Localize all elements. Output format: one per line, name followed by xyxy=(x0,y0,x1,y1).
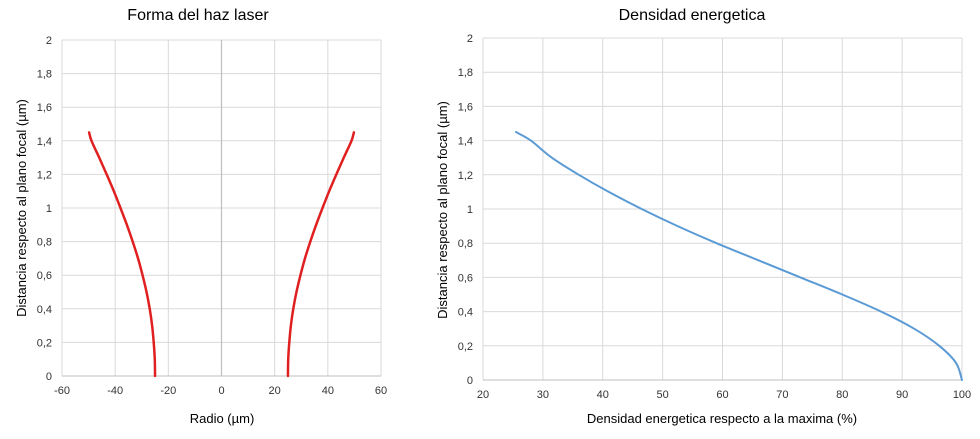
x-tick-label: -60 xyxy=(54,385,70,397)
x-tick-label: 50 xyxy=(657,389,669,401)
series-line-2 xyxy=(286,131,356,378)
x-tick-label: 60 xyxy=(375,385,387,397)
chart-energy-density: Densidad energetica 20 30 40 50 60 70 80 90 1000… xyxy=(435,7,971,426)
x-tick-label: -20 xyxy=(160,385,176,397)
chart-2-series xyxy=(514,131,963,381)
y-tick-label: 2 xyxy=(46,35,52,47)
chart-1-grid xyxy=(61,39,382,377)
x-tick-label: 20 xyxy=(269,385,281,397)
y-tick-label: 1,6 xyxy=(37,102,52,114)
chart-1-ticks: -60 -40 -20 0 20 40 60 0 0,2 0,4 0,6 0,8 1 1,2 1,4 1,6 1… xyxy=(37,35,387,397)
x-tick-label: 100 xyxy=(953,389,971,401)
y-tick-label: 0,4 xyxy=(458,307,473,319)
y-tick-label: 0,2 xyxy=(37,337,52,349)
chart-2-grid xyxy=(482,37,963,381)
x-tick-label: -40 xyxy=(107,385,123,397)
chart-1-x-axis-title: Radio (µm) xyxy=(190,411,255,426)
y-tick-label: 1 xyxy=(46,203,52,215)
y-tick-label: 1,2 xyxy=(458,170,473,182)
y-tick-label: 0,2 xyxy=(458,341,473,353)
x-tick-label: 20 xyxy=(477,389,489,401)
y-tick-label: 1,6 xyxy=(458,101,473,113)
x-tick-label: 70 xyxy=(776,389,788,401)
chart-2-y-axis-title: Distancia respecto al plano focal (µm) xyxy=(435,101,450,319)
y-tick-label: 1,8 xyxy=(37,69,52,81)
y-tick-label: 0,4 xyxy=(37,304,52,316)
chart-beam-shape: Forma del haz laser -60 -40 -20 0 20 40 60 0 0,2… xyxy=(14,7,387,426)
x-tick-label: 40 xyxy=(322,385,334,397)
y-tick-label: 0,6 xyxy=(37,270,52,282)
chart-2-x-axis-title: Densidad energetica respecto a la maxima… xyxy=(587,411,857,426)
y-tick-label: 1,4 xyxy=(458,136,473,148)
x-tick-label: 60 xyxy=(716,389,728,401)
chart-1-title: Forma del haz laser xyxy=(127,7,269,24)
chart-1-y-axis-title: Distancia respecto al plano focal (µm) xyxy=(14,99,29,317)
x-tick-label: 30 xyxy=(537,389,549,401)
y-tick-label: 1 xyxy=(467,204,473,216)
y-tick-label: 1,4 xyxy=(37,136,52,148)
y-tick-label: 0,8 xyxy=(37,237,52,249)
x-tick-label: 40 xyxy=(597,389,609,401)
y-tick-label: 1,8 xyxy=(458,67,473,79)
chart-2-ticks: 20 30 40 50 60 70 80 90 100 0 0,2 0,4 0,6 0,8 1 1,2 1,4 1… xyxy=(458,33,971,401)
y-tick-label: 1,2 xyxy=(37,169,52,181)
x-tick-label: 0 xyxy=(218,385,224,397)
y-tick-label: 0 xyxy=(46,371,52,383)
y-tick-label: 2 xyxy=(467,33,473,45)
y-tick-label: 0 xyxy=(467,375,473,387)
x-tick-label: 90 xyxy=(896,389,908,401)
x-tick-label: 80 xyxy=(836,389,848,401)
y-tick-label: 0,8 xyxy=(458,238,473,250)
y-tick-label: 0,6 xyxy=(458,272,473,284)
series-line-1 xyxy=(87,131,157,378)
series-line-1 xyxy=(514,131,963,381)
chart-2-title: Densidad energetica xyxy=(619,7,766,24)
chart-1-series xyxy=(87,131,356,378)
